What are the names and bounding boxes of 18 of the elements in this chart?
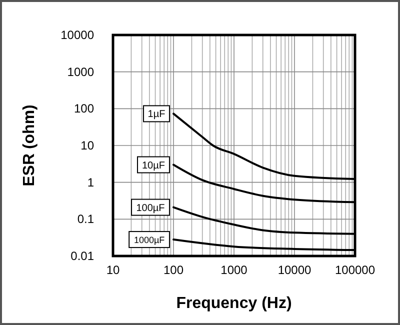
x-tick-label: 1000 — [220, 263, 248, 277]
y-axis-title: ESR (ohm) — [21, 104, 38, 186]
y-tick-label: 10000 — [60, 28, 94, 42]
y-tick-label: 100 — [74, 102, 94, 116]
x-tick-label: 100 — [163, 263, 184, 277]
series-label: 10µF — [142, 160, 165, 172]
x-axis-title: Frequency (Hz) — [176, 295, 292, 312]
y-tick-label: 1 — [87, 175, 94, 190]
y-tick-label: 0.1 — [77, 212, 94, 226]
series-label: 1µF — [148, 109, 166, 120]
x-tick-label: 100000 — [334, 263, 376, 277]
y-tick-label: 1000 — [67, 64, 94, 79]
series-label: 100µF — [136, 202, 165, 214]
series-label: 1000µF — [134, 235, 166, 246]
x-tick-label: 10000 — [278, 263, 312, 277]
x-tick-label: 10 — [106, 263, 120, 277]
y-tick-label: 10 — [80, 138, 94, 152]
y-tick-label: 0.01 — [70, 249, 94, 263]
